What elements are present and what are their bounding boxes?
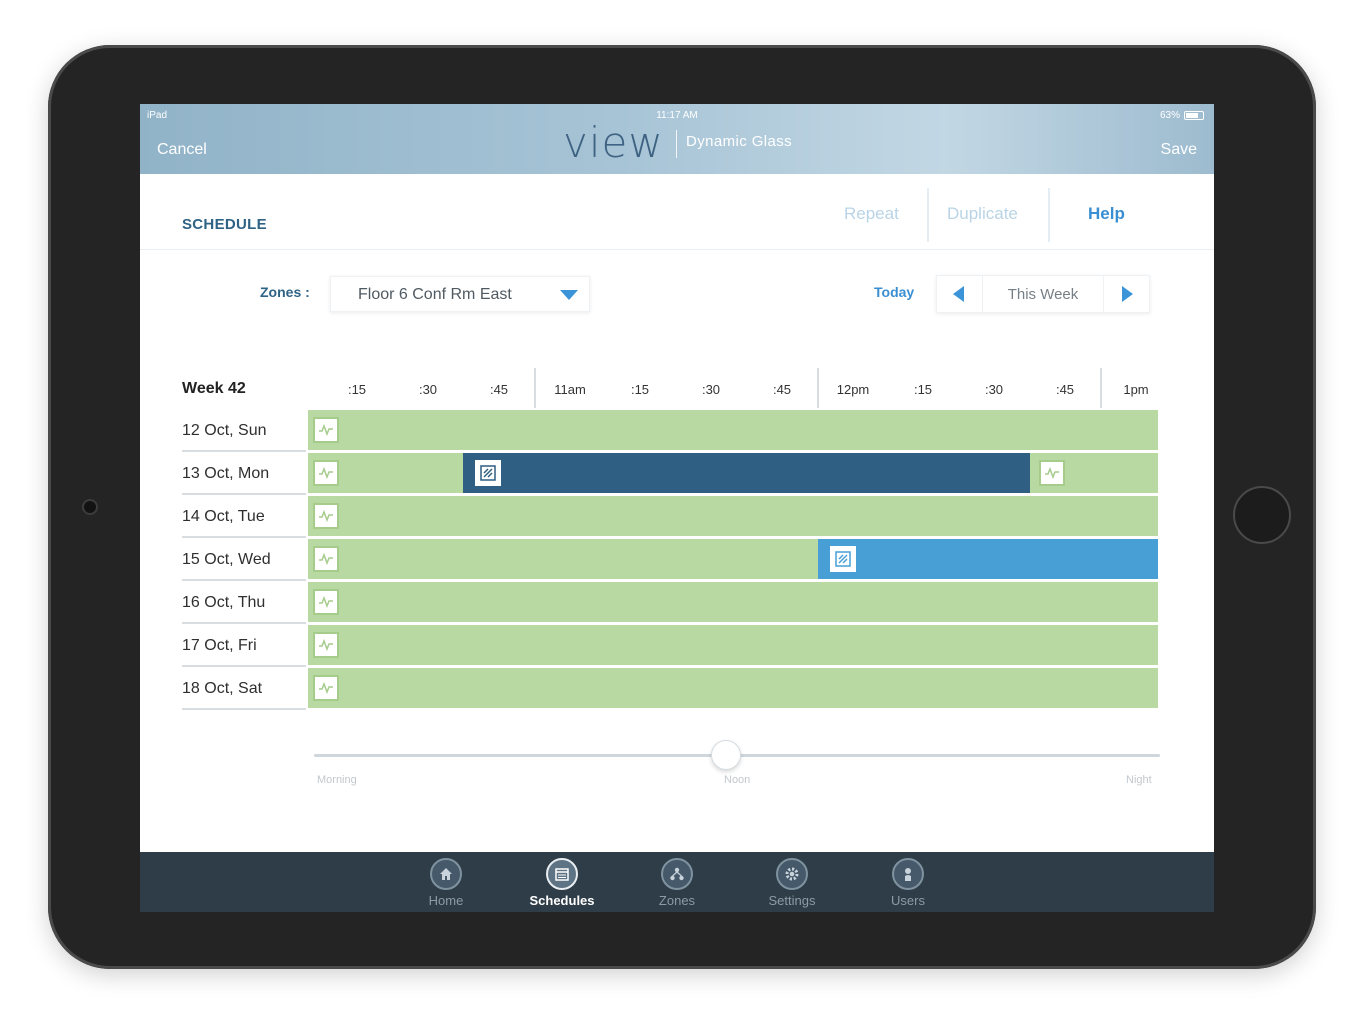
auto-schedule-bar[interactable] bbox=[308, 539, 1158, 579]
slider-label-night: Night bbox=[1126, 774, 1152, 786]
auto-mode-icon[interactable] bbox=[313, 675, 339, 701]
time-tick: :15 bbox=[347, 382, 367, 397]
tab-home[interactable]: Home bbox=[406, 858, 486, 908]
schedule-toolbar: SCHEDULE Repeat Duplicate Help bbox=[140, 174, 1214, 250]
logo-divider bbox=[676, 130, 677, 158]
auto-mode-icon[interactable] bbox=[313, 546, 339, 572]
chevron-down-icon[interactable] bbox=[549, 277, 589, 311]
time-tick: :15 bbox=[630, 382, 650, 397]
save-button[interactable]: Save bbox=[1160, 141, 1197, 158]
auto-schedule-bar[interactable] bbox=[308, 668, 1158, 708]
battery-percent: 63% bbox=[1159, 110, 1180, 121]
user-icon bbox=[892, 858, 924, 890]
tab-zones[interactable]: Zones bbox=[637, 858, 717, 908]
time-tick: :45 bbox=[772, 382, 792, 397]
tab-label: Users bbox=[891, 893, 925, 908]
tint-event-block[interactable] bbox=[818, 539, 1158, 579]
time-tick: :45 bbox=[1055, 382, 1075, 397]
tab-label: Settings bbox=[768, 893, 816, 908]
time-tick: :15 bbox=[913, 382, 933, 397]
tint-event-block[interactable] bbox=[463, 453, 1030, 493]
day-row-sun: 12 Oct, Sun bbox=[182, 410, 1158, 452]
tint-glass-icon[interactable] bbox=[830, 546, 856, 572]
time-tick: :30 bbox=[701, 382, 721, 397]
status-device: iPad bbox=[147, 110, 168, 121]
status-time: 11:17 AM bbox=[656, 110, 698, 121]
tab-label: Zones bbox=[658, 893, 696, 908]
hour-divider bbox=[534, 368, 536, 408]
camera bbox=[82, 499, 98, 515]
week-navigator: This Week bbox=[936, 275, 1150, 313]
auto-mode-icon[interactable] bbox=[313, 632, 339, 658]
tab-label: Home bbox=[428, 893, 464, 908]
day-label: 14 Oct, Tue bbox=[182, 496, 306, 538]
day-row-fri: 17 Oct, Fri bbox=[182, 625, 1158, 667]
battery-icon bbox=[1184, 111, 1204, 120]
hour-divider bbox=[1100, 368, 1102, 408]
day-row-tue: 14 Oct, Tue bbox=[182, 496, 1158, 538]
today-button[interactable]: Today bbox=[874, 284, 915, 300]
time-tick: 11am bbox=[554, 382, 586, 397]
time-tick: 12pm bbox=[836, 382, 870, 397]
time-tick: :45 bbox=[489, 382, 509, 397]
repeat-button[interactable]: Repeat bbox=[844, 204, 899, 223]
auto-schedule-bar[interactable] bbox=[308, 496, 1158, 536]
auto-mode-icon[interactable] bbox=[313, 589, 339, 615]
tab-settings[interactable]: Settings bbox=[752, 858, 832, 908]
gear-icon bbox=[776, 858, 808, 890]
day-row-wed: 15 Oct, Wed bbox=[182, 539, 1158, 581]
zone-dropdown[interactable]: Floor 6 Conf Rm East bbox=[330, 276, 590, 312]
auto-mode-icon[interactable] bbox=[313, 503, 339, 529]
logo-subtitle: Dynamic Glass bbox=[686, 133, 793, 150]
top-bar: iPad 11:17 AM 63% Cancel view Dynamic Gl… bbox=[140, 104, 1214, 174]
week-title: Week 42 bbox=[182, 380, 246, 397]
auto-mode-icon[interactable] bbox=[1039, 460, 1065, 486]
duplicate-button[interactable]: Duplicate bbox=[947, 204, 1018, 223]
slider-label-noon: Noon bbox=[724, 774, 751, 786]
day-label: 12 Oct, Sun bbox=[182, 410, 306, 452]
view-logo: view bbox=[563, 118, 664, 167]
auto-mode-icon[interactable] bbox=[313, 417, 339, 443]
tab-schedules[interactable]: Schedules bbox=[522, 858, 602, 908]
hour-divider bbox=[817, 368, 819, 408]
slider-label-morning: Morning bbox=[317, 774, 357, 786]
auto-schedule-bar[interactable] bbox=[308, 625, 1158, 665]
previous-week-icon[interactable] bbox=[937, 276, 983, 312]
home-hardware-button[interactable] bbox=[1233, 486, 1291, 544]
tint-glass-icon[interactable] bbox=[475, 460, 501, 486]
tab-label: Schedules bbox=[529, 893, 595, 908]
status-battery-group: 63% bbox=[1160, 110, 1204, 121]
zones-icon bbox=[661, 858, 693, 890]
time-tick: :30 bbox=[984, 382, 1004, 397]
auto-schedule-bar[interactable] bbox=[308, 453, 1158, 493]
toolbar-divider bbox=[927, 188, 929, 242]
zone-value: Floor 6 Conf Rm East bbox=[358, 286, 512, 303]
week-label: This Week bbox=[1007, 286, 1079, 303]
next-week-icon[interactable] bbox=[1103, 276, 1149, 312]
time-tick: 1pm bbox=[1123, 382, 1149, 397]
tab-users[interactable]: Users bbox=[868, 858, 948, 908]
day-row-mon: 13 Oct, Mon bbox=[182, 453, 1158, 495]
day-row-thu: 16 Oct, Thu bbox=[182, 582, 1158, 624]
auto-schedule-bar[interactable] bbox=[308, 410, 1158, 450]
day-label: 16 Oct, Thu bbox=[182, 582, 306, 624]
time-slider-handle[interactable] bbox=[711, 740, 741, 770]
bottom-tab-bar: Home Schedules Zones Settings Users bbox=[140, 852, 1214, 912]
app-screen: iPad 11:17 AM 63% Cancel view Dynamic Gl… bbox=[140, 104, 1214, 912]
calendar-icon bbox=[546, 858, 578, 890]
home-icon bbox=[430, 858, 462, 890]
cancel-button[interactable]: Cancel bbox=[157, 141, 207, 158]
day-row-sat: 18 Oct, Sat bbox=[182, 668, 1158, 710]
auto-schedule-bar[interactable] bbox=[308, 582, 1158, 622]
help-button[interactable]: Help bbox=[1088, 204, 1125, 223]
day-label: 17 Oct, Fri bbox=[182, 625, 306, 667]
day-label: 13 Oct, Mon bbox=[182, 453, 306, 495]
page-title: SCHEDULE bbox=[182, 216, 267, 233]
zones-label: Zones : bbox=[260, 284, 310, 300]
toolbar-divider bbox=[1048, 188, 1050, 242]
day-label: 15 Oct, Wed bbox=[182, 539, 306, 581]
auto-mode-icon[interactable] bbox=[313, 460, 339, 486]
day-label: 18 Oct, Sat bbox=[182, 668, 306, 710]
time-tick: :30 bbox=[418, 382, 438, 397]
